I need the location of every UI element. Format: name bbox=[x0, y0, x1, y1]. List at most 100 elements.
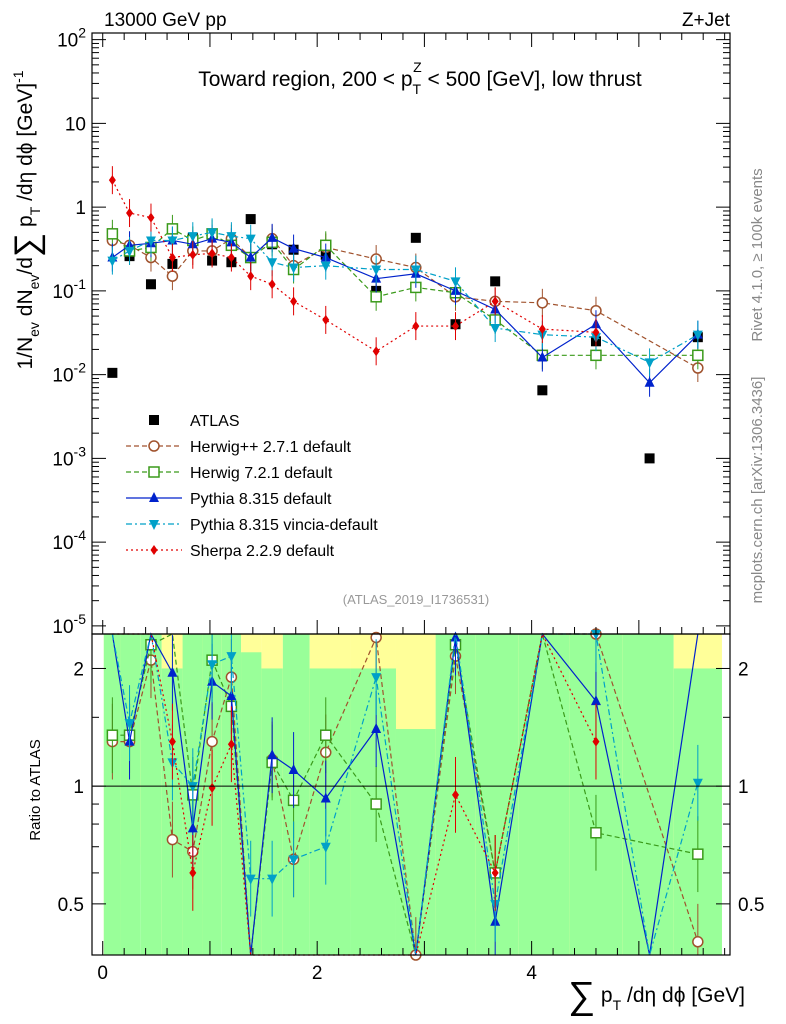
data-point bbox=[226, 232, 237, 243]
data-point bbox=[538, 324, 546, 335]
ratio-point bbox=[267, 749, 278, 760]
data-point bbox=[290, 296, 298, 307]
main-panel-frame bbox=[91, 32, 731, 635]
data-point bbox=[322, 314, 330, 325]
data-point bbox=[491, 296, 499, 307]
data-point bbox=[207, 228, 218, 239]
legend-marker bbox=[149, 415, 159, 425]
ratio-band-green bbox=[350, 668, 396, 955]
data-point bbox=[288, 242, 299, 253]
data-point bbox=[410, 232, 421, 243]
data-point bbox=[187, 232, 198, 243]
data-point bbox=[107, 256, 118, 267]
data-point bbox=[145, 279, 156, 290]
series-line bbox=[111, 179, 597, 352]
ratio-point bbox=[590, 630, 601, 640]
legend-label: ATLAS bbox=[190, 413, 240, 430]
data-point bbox=[245, 234, 256, 245]
ratio-line bbox=[112, 632, 597, 956]
data-point bbox=[371, 265, 382, 276]
series-line bbox=[112, 231, 699, 364]
data-point bbox=[245, 251, 256, 262]
ratio-point bbox=[207, 660, 218, 671]
ratio-point bbox=[370, 798, 382, 810]
data-point bbox=[245, 214, 256, 225]
ratio-line bbox=[112, 633, 699, 956]
data-point bbox=[490, 276, 501, 287]
data-point bbox=[189, 249, 197, 260]
ratio-point bbox=[187, 782, 198, 793]
ratio-band-green bbox=[261, 668, 283, 955]
header-process-label: Z+Jet bbox=[682, 10, 731, 31]
ratio-point bbox=[166, 833, 179, 846]
ratio-point bbox=[320, 792, 331, 803]
y-tick-label: 10 bbox=[65, 114, 86, 135]
ratio-point bbox=[187, 822, 198, 833]
ratio-band-green bbox=[140, 634, 162, 955]
y-tick-label: 102 bbox=[57, 25, 86, 52]
x-tick-label: 4 bbox=[526, 963, 537, 984]
ratio-point bbox=[124, 719, 135, 730]
data-point bbox=[372, 346, 380, 357]
ratio-point bbox=[491, 867, 499, 878]
data-point bbox=[288, 263, 299, 274]
data-point bbox=[267, 258, 278, 269]
ratio-point bbox=[590, 695, 601, 706]
legend-marker bbox=[148, 440, 160, 452]
ratio-point bbox=[106, 729, 119, 741]
ratio-point bbox=[692, 936, 704, 948]
series-line bbox=[112, 237, 699, 369]
data-point bbox=[692, 330, 703, 341]
data-point bbox=[412, 321, 420, 332]
data-point bbox=[168, 252, 176, 263]
ratio-point bbox=[288, 855, 299, 866]
y-tick-label: 10-1 bbox=[52, 276, 86, 303]
side-text-mcplots: mcplots.cern.ch [arXiv:1306.3436] bbox=[749, 377, 766, 604]
y-tick-label: 10-3 bbox=[52, 443, 86, 470]
ratio-band-green bbox=[622, 634, 674, 955]
header-energy-label: 13000 GeV pp bbox=[104, 10, 227, 31]
data-point bbox=[692, 349, 704, 362]
axes-ticks: 10-5 10-4 10-3 10-2 10-1 1 10 102 0 2 4 0.5 0.5 1 1 2 2 bbox=[52, 25, 764, 984]
ratio-point bbox=[189, 867, 197, 878]
chart-title: Toward region, 200 < pTZ < 500 [GeV], lo… bbox=[198, 59, 642, 97]
data-point bbox=[410, 265, 421, 276]
x-tick-label: 2 bbox=[312, 963, 323, 984]
ratio-tick-label: 0.5 bbox=[58, 895, 84, 916]
series-line bbox=[111, 228, 698, 356]
ratio-point bbox=[168, 736, 176, 747]
data-point bbox=[450, 277, 461, 288]
data-point bbox=[320, 261, 331, 272]
ratio-point bbox=[226, 652, 237, 663]
data-point bbox=[227, 252, 235, 263]
ratio-band-green bbox=[103, 634, 121, 955]
ratio-tick-label: 2 bbox=[73, 659, 84, 680]
side-text-rivet: Rivet 4.1.0, ≥ 100k events bbox=[749, 168, 766, 341]
legend-label: Pythia 8.315 vincia-default bbox=[190, 517, 378, 534]
ratio-point bbox=[371, 673, 382, 684]
data-point bbox=[106, 228, 119, 240]
series-line bbox=[112, 237, 699, 384]
ratio-tick-label: 2 bbox=[738, 659, 749, 680]
ratio-band-green bbox=[309, 668, 351, 955]
data-point bbox=[451, 321, 459, 332]
ratio-axis-label: Ratio to ATLAS bbox=[27, 739, 44, 840]
ratio-point bbox=[451, 789, 459, 800]
x-tick-label: 0 bbox=[97, 963, 108, 984]
ratio-band-green bbox=[282, 634, 310, 955]
y-tick-label: 10-4 bbox=[52, 527, 86, 554]
ratio-point bbox=[692, 848, 704, 860]
ratio-point bbox=[206, 735, 218, 748]
data-point bbox=[590, 349, 602, 362]
data-point bbox=[536, 297, 549, 309]
data-point bbox=[108, 175, 116, 186]
ratio-point bbox=[320, 842, 331, 853]
ratio-tick-label: 0.5 bbox=[738, 895, 764, 916]
ratio-point bbox=[288, 763, 299, 774]
legend-label: Herwig 7.2.1 default bbox=[190, 465, 333, 482]
legend-marker bbox=[150, 545, 158, 555]
data-point bbox=[370, 291, 382, 303]
ratio-band-green bbox=[518, 634, 570, 955]
ratio-point bbox=[320, 729, 332, 741]
data-point bbox=[490, 324, 501, 335]
